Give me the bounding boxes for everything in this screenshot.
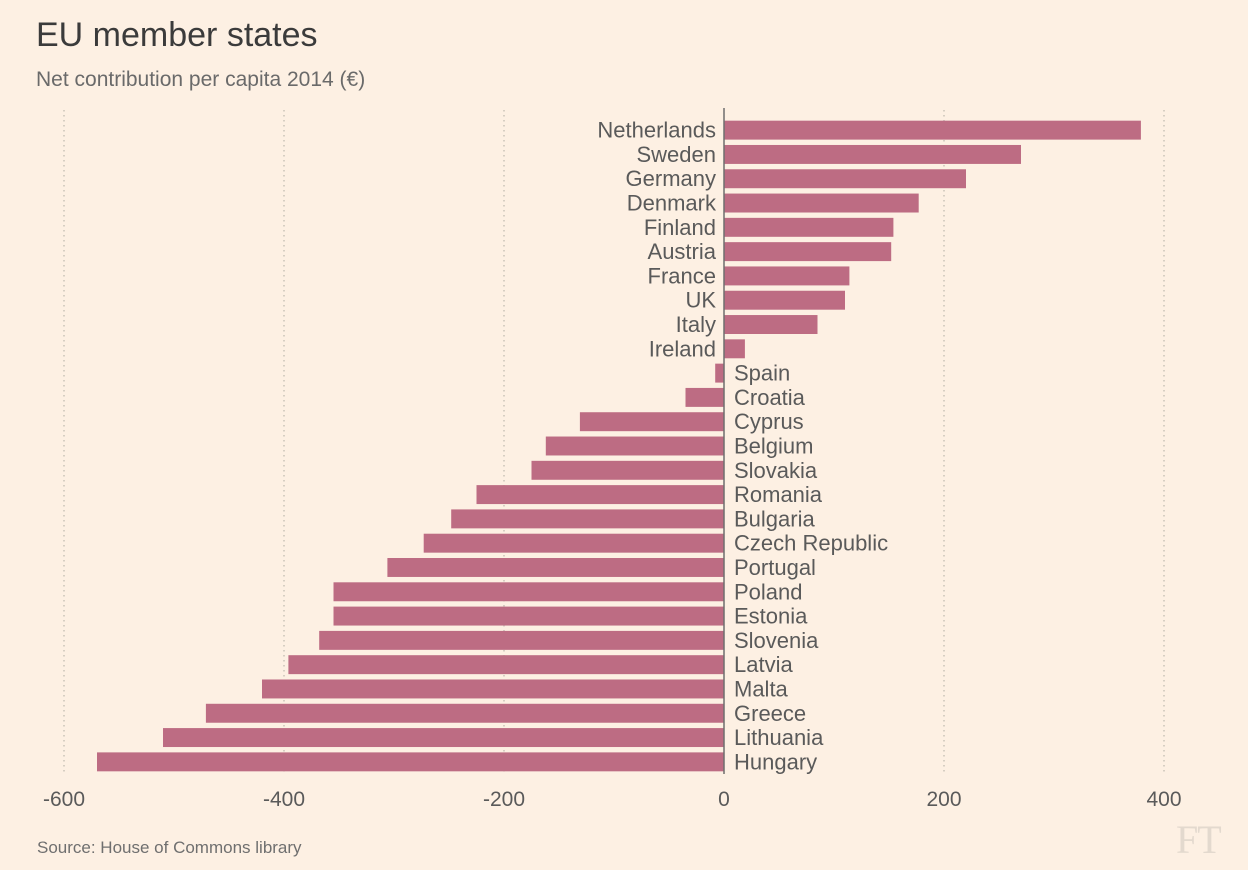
- x-tick-label--200: -200: [483, 788, 525, 811]
- category-label-france: France: [648, 263, 716, 288]
- bar-france: [724, 266, 850, 286]
- bar-italy: [724, 315, 818, 334]
- category-label-greece: Greece: [734, 701, 806, 726]
- bar-poland: [333, 582, 724, 602]
- bar-croatia: [685, 387, 724, 407]
- category-label-poland: Poland: [734, 579, 803, 604]
- bar-slovakia: [531, 460, 724, 480]
- bar-hungary: [97, 752, 724, 772]
- bar-slovenia: [319, 630, 724, 650]
- category-label-portugal: Portugal: [734, 555, 816, 580]
- bar-ireland: [724, 339, 745, 359]
- x-tick-label-400: 400: [1146, 788, 1181, 811]
- bar-denmark: [724, 193, 919, 213]
- category-label-lithuania: Lithuania: [734, 725, 824, 750]
- category-label-czech-republic: Czech Republic: [734, 531, 888, 556]
- category-label-sweden: Sweden: [636, 142, 716, 167]
- category-label-italy: Italy: [676, 312, 716, 337]
- category-label-estonia: Estonia: [734, 604, 808, 629]
- bar-greece: [205, 703, 724, 723]
- bar-belgium: [545, 436, 724, 456]
- bar-spain: [715, 363, 724, 383]
- category-label-uk: UK: [685, 288, 716, 313]
- x-tick-label--600: -600: [43, 788, 85, 811]
- bar-czech-republic: [423, 533, 724, 553]
- category-label-croatia: Croatia: [734, 385, 806, 410]
- category-label-spain: Spain: [734, 361, 790, 386]
- source-note: Source: House of Commons library: [37, 838, 302, 857]
- category-label-netherlands: Netherlands: [597, 118, 716, 143]
- bar-uk: [724, 290, 845, 310]
- bar-bulgaria: [451, 509, 724, 529]
- x-tick-label-0: 0: [718, 788, 730, 811]
- category-label-hungary: Hungary: [734, 749, 817, 774]
- category-label-malta: Malta: [734, 676, 789, 701]
- bar-cyprus: [579, 412, 724, 432]
- category-label-finland: Finland: [644, 215, 716, 240]
- category-label-latvia: Latvia: [734, 652, 793, 677]
- bar-latvia: [288, 655, 724, 675]
- category-label-austria: Austria: [648, 239, 717, 264]
- bar-sweden: [724, 144, 1021, 164]
- bar-portugal: [387, 558, 724, 577]
- bars: [97, 120, 1141, 772]
- chart-title: EU member states: [36, 16, 318, 54]
- category-labels: NetherlandsSwedenGermanyDenmarkFinlandAu…: [597, 118, 888, 775]
- bar-malta: [262, 679, 724, 699]
- gridlines: [63, 110, 1165, 774]
- category-label-bulgaria: Bulgaria: [734, 506, 815, 531]
- bar-chart: NetherlandsSwedenGermanyDenmarkFinlandAu…: [43, 108, 1182, 811]
- category-label-slovakia: Slovakia: [734, 458, 818, 483]
- chart-subtitle: Net contribution per capita 2014 (€): [36, 68, 366, 91]
- x-tick-labels: -600 -400 -200 0 200 400: [43, 788, 1182, 811]
- bar-finland: [724, 217, 894, 237]
- bar-romania: [476, 485, 724, 505]
- x-tick-label--400: -400: [263, 788, 305, 811]
- ft-logo: FT: [1176, 817, 1222, 862]
- category-label-belgium: Belgium: [734, 434, 813, 459]
- category-label-cyprus: Cyprus: [734, 409, 804, 434]
- category-label-slovenia: Slovenia: [734, 628, 819, 653]
- category-label-germany: Germany: [626, 166, 716, 191]
- bar-estonia: [333, 606, 724, 626]
- bar-lithuania: [163, 728, 724, 748]
- bar-germany: [724, 169, 966, 189]
- category-label-denmark: Denmark: [627, 191, 717, 216]
- bar-netherlands: [724, 120, 1141, 140]
- x-tick-label-200: 200: [926, 788, 961, 811]
- bar-austria: [724, 242, 892, 262]
- category-label-romania: Romania: [734, 482, 823, 507]
- category-label-ireland: Ireland: [649, 336, 716, 361]
